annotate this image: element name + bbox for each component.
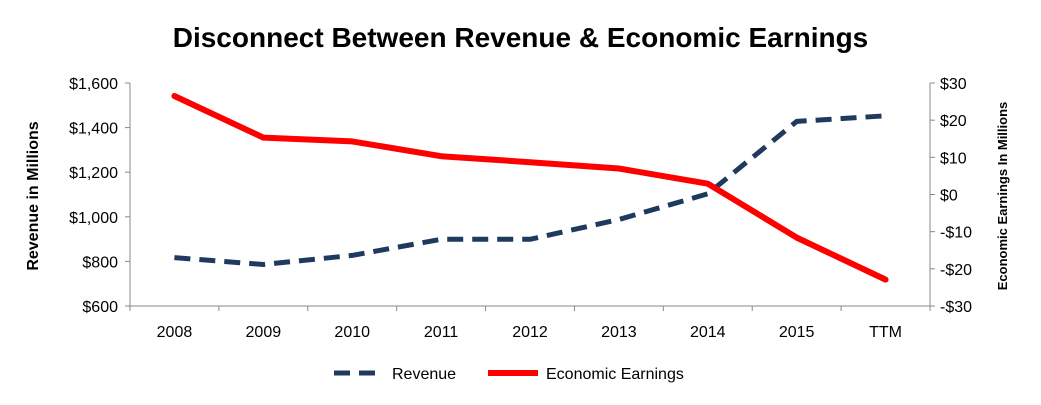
right-tick-label: $20 [940, 113, 967, 130]
right-tick-label: $10 [940, 150, 967, 167]
x-axis-ticks: 2008 2009 2010 2011 2012 2013 2014 2015 TTM [129, 306, 931, 341]
x-tick-label: 2012 [512, 324, 548, 341]
left-tick-label: $1,200 [69, 165, 118, 182]
right-axis-title: Economic Earnings In Millions [995, 102, 1010, 291]
right-axis-ticks: -$30 -$20 -$10 $0 $10 $20 $30 [930, 76, 972, 316]
x-tick-label: 2014 [690, 324, 726, 341]
chart-title: Disconnect Between Revenue & Economic Ea… [172, 22, 869, 53]
right-tick-label: $30 [940, 76, 967, 93]
x-tick-label: 2008 [157, 324, 193, 341]
x-tick-label: 2011 [424, 324, 459, 341]
left-tick-label: $1,600 [69, 76, 118, 93]
x-tick-label: 2015 [779, 324, 815, 341]
x-tick-label: TTM [869, 324, 902, 341]
legend-label-economic-earnings: Economic Earnings [546, 366, 684, 383]
legend: Revenue Economic Earnings [334, 366, 684, 383]
left-tick-label: $1,400 [69, 121, 118, 138]
left-tick-label: $800 [82, 254, 118, 271]
left-axis-title: Revenue in Millions [25, 121, 42, 270]
right-tick-label: $0 [940, 188, 958, 205]
right-tick-label: -$10 [940, 225, 972, 242]
left-tick-label: $1,000 [69, 210, 118, 227]
right-tick-label: -$30 [940, 299, 972, 316]
series-line-economic-earnings [171, 93, 889, 283]
series-line-revenue [174, 113, 886, 267]
x-tick-label: 2009 [246, 324, 282, 341]
left-tick-label: $600 [82, 299, 118, 316]
right-tick-label: -$20 [940, 262, 972, 279]
axes [129, 83, 931, 307]
series-lines [171, 93, 889, 283]
left-axis-ticks: $600 $800 $1,000 $1,200 $1,400 $1,600 [69, 76, 130, 316]
x-tick-label: 2010 [334, 324, 370, 341]
x-tick-label: 2013 [601, 324, 637, 341]
legend-label-revenue: Revenue [392, 366, 456, 383]
